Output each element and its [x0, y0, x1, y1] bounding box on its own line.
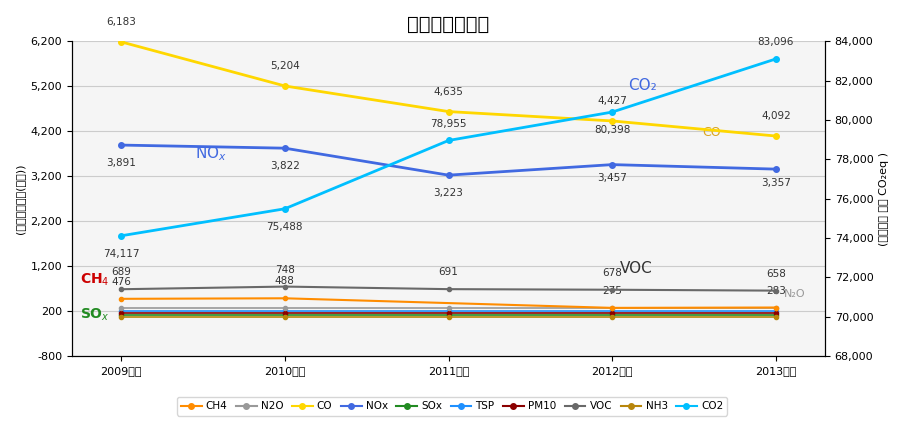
- Text: 748: 748: [275, 265, 294, 275]
- Text: 678: 678: [601, 268, 621, 278]
- Text: 283: 283: [765, 286, 785, 296]
- Text: 4,092: 4,092: [760, 111, 790, 122]
- Title: 도로이동오염원: 도로이동오염원: [407, 15, 489, 34]
- Text: 74,117: 74,117: [103, 249, 139, 259]
- Text: 6,183: 6,183: [106, 17, 136, 27]
- Text: 4,635: 4,635: [433, 87, 463, 97]
- Text: N₂O: N₂O: [783, 289, 805, 299]
- Text: 476: 476: [111, 277, 131, 287]
- Text: SO$_x$: SO$_x$: [80, 307, 110, 323]
- Text: NO$_x$: NO$_x$: [194, 144, 227, 163]
- Text: VOC: VOC: [619, 261, 652, 276]
- Text: 3,822: 3,822: [270, 161, 300, 171]
- Text: CH$_4$: CH$_4$: [80, 271, 109, 288]
- Text: 658: 658: [765, 269, 785, 279]
- Text: 689: 689: [111, 267, 131, 278]
- Text: 3,223: 3,223: [433, 188, 463, 198]
- Text: 75,488: 75,488: [266, 221, 303, 232]
- Y-axis label: (온실가스 천톤 CO₂eq ): (온실가스 천톤 CO₂eq ): [878, 152, 888, 246]
- Text: 488: 488: [275, 276, 294, 286]
- Text: 3,357: 3,357: [760, 178, 790, 188]
- Text: 275: 275: [601, 286, 621, 296]
- Text: 4,427: 4,427: [597, 96, 627, 106]
- Text: 80,398: 80,398: [593, 125, 629, 135]
- Text: CO₂: CO₂: [628, 78, 656, 94]
- Text: CO: CO: [702, 126, 720, 139]
- Text: 3,457: 3,457: [597, 173, 627, 183]
- Legend: CH4, N2O, CO, NOx, SOx, TSP, PM10, VOC, NH3, CO2: CH4, N2O, CO, NOx, SOx, TSP, PM10, VOC, …: [176, 397, 727, 416]
- Text: 5,204: 5,204: [270, 61, 300, 71]
- Text: 3,891: 3,891: [106, 158, 136, 168]
- Y-axis label: (대기오염물질(백톤)): (대기오염물질(백톤)): [15, 164, 25, 234]
- Text: 83,096: 83,096: [757, 37, 793, 47]
- Text: 78,955: 78,955: [430, 119, 466, 129]
- Text: 691: 691: [438, 267, 458, 277]
